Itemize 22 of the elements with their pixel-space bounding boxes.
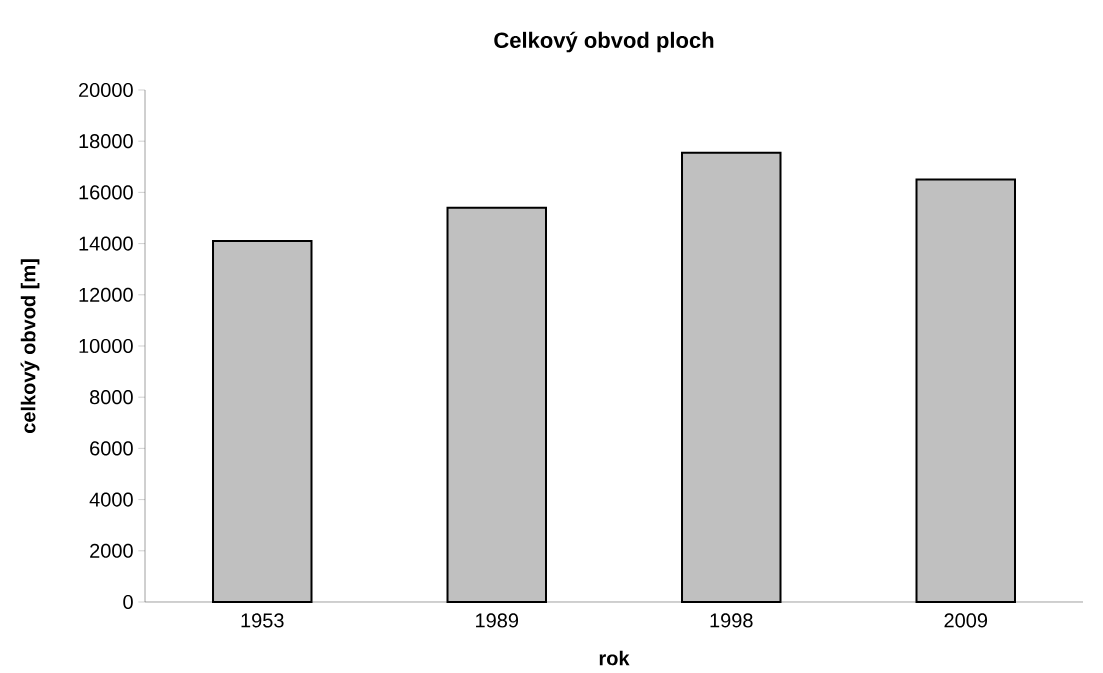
bar: [446, 206, 547, 603]
x-axis-title: rok: [599, 650, 630, 666]
x-tick-label: 1953: [241, 613, 284, 628]
y-tick-label: 6000: [90, 441, 133, 456]
y-tick-label: 4000: [89, 492, 133, 507]
y-tick-label: 0: [123, 594, 133, 610]
y-tick-label: 2000: [90, 543, 133, 558]
bar: [915, 178, 1016, 603]
bar: [681, 151, 782, 603]
x-tick-label: 1989: [476, 613, 519, 628]
x-tick-label: 1998: [710, 613, 753, 628]
y-tick-label: 10000: [79, 338, 133, 354]
y-axis-title: celkový obvod [m]: [20, 259, 40, 434]
bar: [212, 240, 313, 603]
y-tick-label: 8000: [90, 390, 133, 405]
y-tick-label: 16000: [79, 185, 133, 200]
chart-title: Celkový obvod ploch: [494, 31, 714, 53]
x-tick-label: 2009: [944, 613, 988, 628]
y-tick-label: 12000: [79, 287, 133, 302]
y-tick-label: 20000: [79, 82, 133, 98]
y-tick-label: 14000: [79, 236, 133, 251]
y-tick-label: 18000: [79, 134, 133, 149]
